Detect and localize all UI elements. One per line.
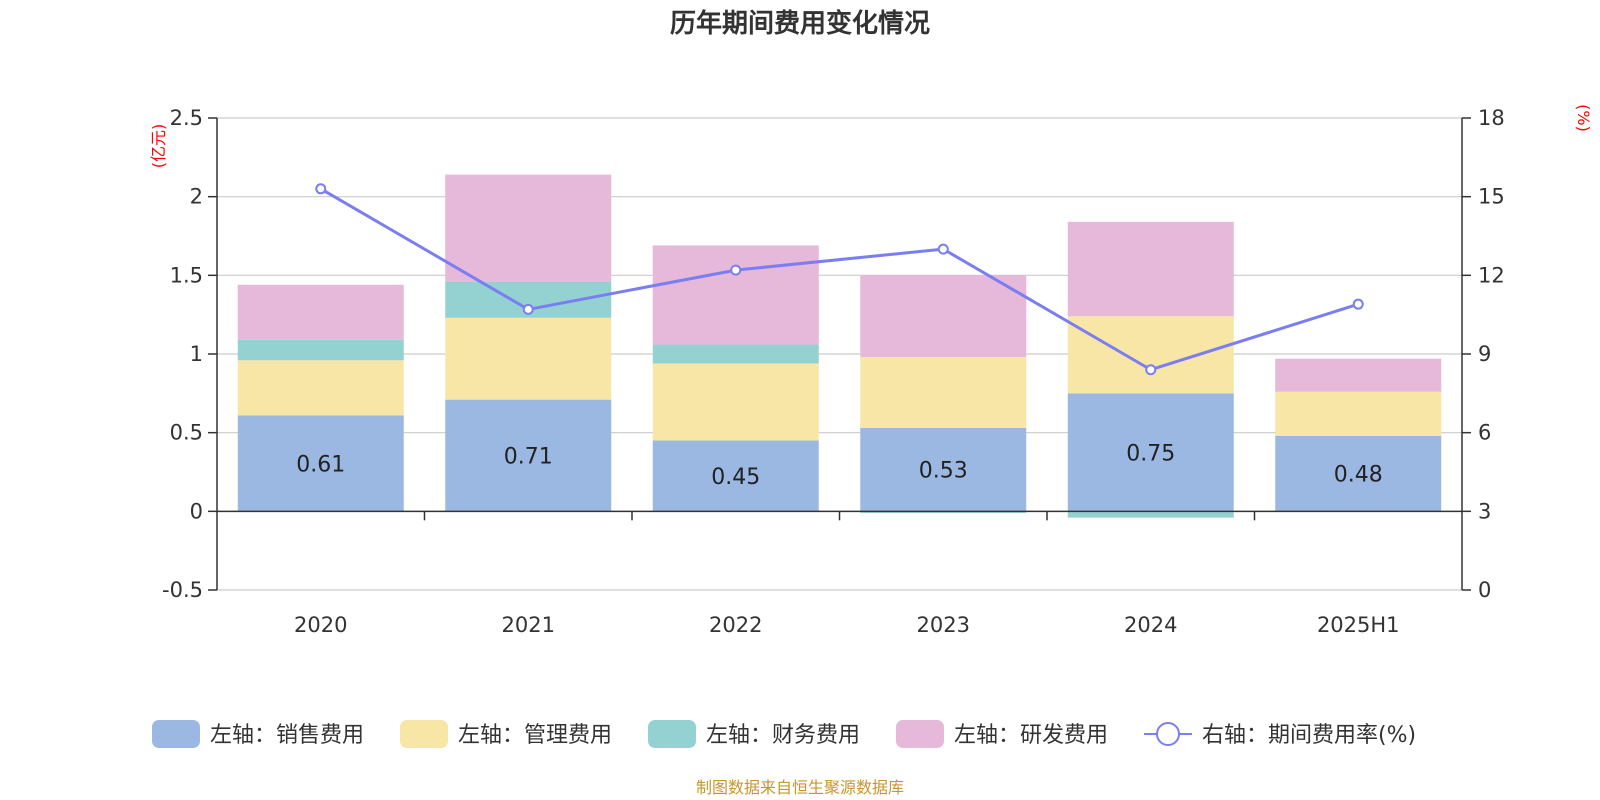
legend-item-sales[interactable]: 左轴：销售费用	[152, 720, 364, 748]
data-label-sales: 0.75	[1126, 441, 1175, 466]
data-label-sales: 0.48	[1334, 463, 1383, 488]
rate-line	[319, 187, 1359, 372]
bar-rnd-2024	[1067, 221, 1234, 317]
right-tick-label: 6	[1478, 421, 1491, 445]
legend-swatch	[400, 720, 448, 748]
x-tick-label: 2020	[294, 613, 347, 637]
right-tick-label: 12	[1478, 263, 1505, 287]
rate-point	[937, 243, 949, 255]
legend-label: 右轴：期间费用率(%)	[1202, 723, 1416, 748]
left-tick-label: 1.5	[170, 263, 203, 287]
bar-finance-2024	[1067, 511, 1234, 518]
bar-rnd-2020	[237, 284, 404, 340]
bar-finance-2023	[860, 511, 1027, 513]
right-tick-label: 15	[1478, 185, 1505, 209]
legend-item-rnd[interactable]: 左轴：研发费用	[896, 720, 1108, 748]
legend-item-finance[interactable]: 左轴：财务费用	[648, 720, 860, 748]
bar-finance-2020	[237, 339, 404, 361]
left-tick-label: -0.5	[162, 578, 203, 602]
rate-line-series	[315, 183, 1364, 376]
bar-sales-2024	[1067, 393, 1234, 512]
bar-rnd-2021	[445, 174, 612, 282]
left-tick-label: 2.5	[170, 106, 203, 130]
bar-admin-2022	[652, 363, 819, 441]
legend-label: 左轴：研发费用	[954, 723, 1108, 748]
rate-point	[1145, 364, 1157, 376]
bar-sales-2022	[652, 440, 819, 512]
x-tick-label: 2025H1	[1317, 613, 1400, 637]
legend-item-admin[interactable]: 左轴：管理费用	[400, 720, 612, 748]
bar-rnd-2023	[860, 275, 1027, 358]
grid-lines	[217, 117, 1462, 591]
bar-series	[237, 174, 1442, 518]
data-label-sales: 0.45	[711, 465, 760, 490]
left-tick-label: 1	[190, 342, 203, 366]
legend-label: 左轴：销售费用	[210, 723, 364, 748]
bar-rnd-2025H1	[1275, 358, 1442, 392]
legend-label: 左轴：财务费用	[706, 723, 860, 748]
left-axis-unit: (亿元)	[149, 124, 168, 169]
right-tick-label: 18	[1478, 106, 1505, 130]
right-tick-label: 0	[1478, 578, 1491, 602]
right-axis-unit: (%)	[1574, 104, 1593, 132]
legend: 左轴：销售费用 左轴：管理费用 左轴：财务费用 左轴：研发费用 右轴：期间费用率(%)	[152, 720, 1416, 748]
x-tick-label: 2022	[709, 613, 762, 637]
data-labels: 0.61 0.71 0.45 0.53 0.75 0.48	[296, 441, 1382, 490]
axes: -0.5 0 0.5 1 1.5 2 2.5 0 3 6 9 12 15 18 2020 2021 2022 20…	[162, 106, 1505, 637]
legend-marker	[1156, 722, 1180, 746]
data-label-sales: 0.53	[919, 459, 968, 484]
source-note: 制图数据来自恒生聚源数据库	[696, 778, 904, 797]
rate-point	[730, 264, 742, 276]
bar-sales-2023	[860, 427, 1027, 512]
bar-admin-2025H1	[1275, 391, 1442, 436]
bar-admin-2021	[445, 317, 612, 400]
data-label-sales: 0.71	[504, 444, 553, 469]
x-tick-label: 2024	[1124, 613, 1177, 637]
data-label-sales: 0.61	[296, 452, 345, 477]
x-tick-label: 2021	[502, 613, 555, 637]
bar-admin-2023	[860, 357, 1027, 428]
bar-sales-2020	[237, 415, 404, 512]
rate-point	[315, 183, 327, 195]
bar-admin-2020	[237, 360, 404, 416]
left-tick-label: 0	[190, 499, 203, 523]
rate-point	[1352, 298, 1364, 310]
left-tick-label: 2	[190, 185, 203, 209]
bar-sales-2021	[445, 399, 612, 512]
x-tick-label: 2023	[917, 613, 970, 637]
right-tick-label: 9	[1478, 342, 1491, 366]
bar-finance-2022	[652, 344, 819, 364]
legend-label: 左轴：管理费用	[458, 723, 612, 748]
legend-swatch	[896, 720, 944, 748]
bar-rnd-2022	[652, 245, 819, 345]
legend-item-rate[interactable]: 右轴：期间费用率(%)	[1144, 722, 1416, 748]
right-tick-label: 3	[1478, 499, 1491, 523]
rate-point	[522, 303, 534, 315]
bar-sales-2025H1	[1275, 435, 1442, 512]
chart-title: 历年期间费用变化情况	[670, 8, 930, 39]
left-tick-label: 0.5	[170, 421, 203, 445]
legend-swatch	[648, 720, 696, 748]
legend-swatch	[152, 720, 200, 748]
bar-admin-2024	[1067, 316, 1234, 394]
